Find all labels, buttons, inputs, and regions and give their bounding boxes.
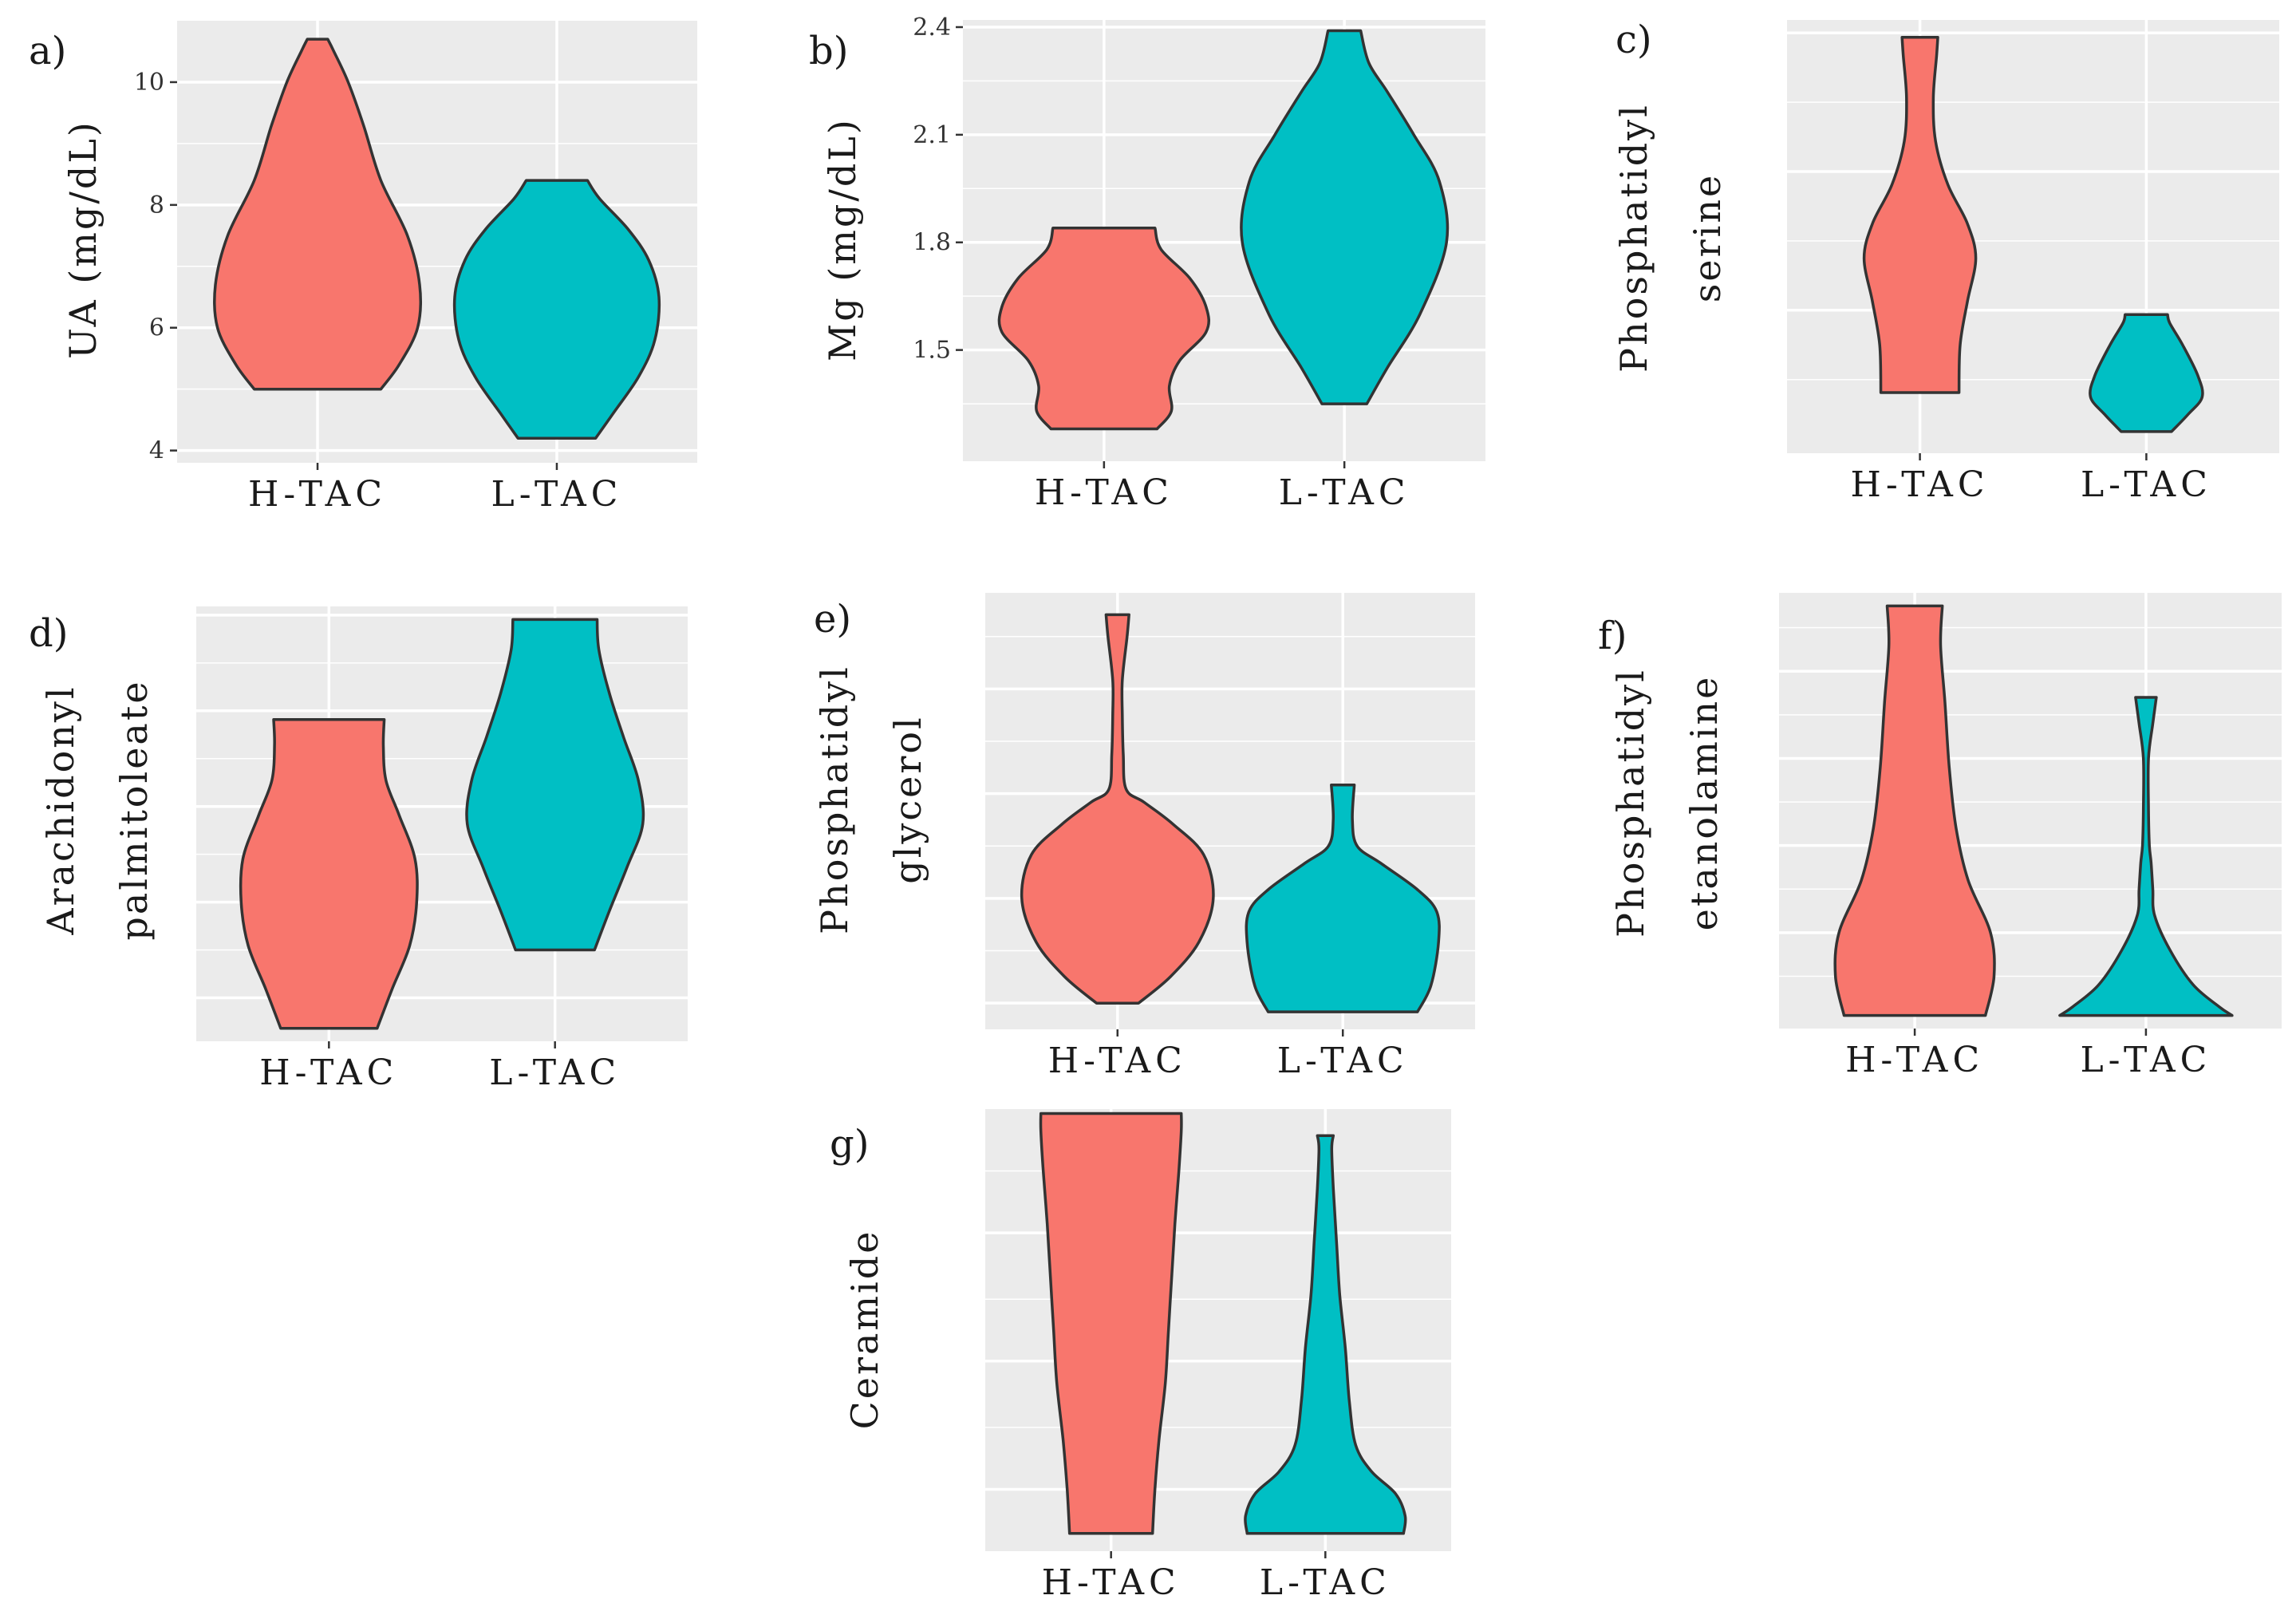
y-axis-label: palmitoleate	[112, 679, 156, 940]
y-tick-label: 1.8	[913, 229, 951, 257]
y-tick-label: 4	[149, 437, 164, 465]
violin-l-tac	[1244, 1134, 1407, 1535]
violin-l-tac	[2058, 696, 2234, 1017]
violin-l-tac	[1240, 29, 1450, 405]
panel-letter: g)	[830, 1122, 869, 1167]
y-axis-label: glycerol	[886, 715, 929, 884]
x-tick-label: H-TAC	[1042, 1562, 1181, 1603]
y-tick-label: 2.1	[913, 121, 951, 149]
panel-letter: e)	[814, 597, 851, 642]
y-axis-label: Phosphatidyl	[1609, 668, 1652, 938]
x-tick-label: L-TAC	[1260, 1562, 1391, 1603]
violin-h-tac	[1039, 1112, 1183, 1535]
y-tick-label: 1.5	[913, 337, 951, 365]
panel-d: H-TAC L-TAC Arachidonyl palmitoleate d)	[29, 606, 688, 1093]
y-axis-label: Phosphatidyl	[813, 665, 856, 934]
x-tick-label: H-TAC	[1048, 1040, 1187, 1081]
panel-b: H-TAC L-TAC 1.5 1.8 2.1 2.4 Mg (mg/dL) b)	[809, 14, 1485, 513]
y-axis-label: etanolamine	[1683, 675, 1726, 931]
panel-letter: f)	[1598, 614, 1627, 658]
y-tick-label: 6	[149, 314, 164, 342]
panel-a: H-TAC L-TAC 4 6 8 10 UA (mg/dL) a)	[29, 21, 697, 515]
x-tick-label: H-TAC	[1851, 464, 1990, 505]
x-tick-label: H-TAC	[259, 1052, 398, 1093]
y-axis-label: Mg (mg/dL)	[821, 117, 864, 361]
panel-letter: b)	[809, 29, 848, 73]
x-tick-label: L-TAC	[2081, 464, 2212, 505]
violin-h-tac	[1862, 35, 1978, 394]
x-tick-label: L-TAC	[489, 1052, 621, 1093]
y-axis-label: serine	[1686, 173, 1729, 302]
violin-h-tac	[997, 227, 1210, 431]
violin-l-tac	[465, 618, 645, 952]
violin-h-tac	[213, 38, 423, 391]
panel-letter: a)	[29, 29, 66, 73]
panel-letter: d)	[29, 611, 68, 656]
panel-background	[1787, 20, 2279, 453]
y-axis-label: Arachidonyl	[39, 685, 82, 935]
y-axis-label: UA (mg/dL)	[61, 120, 105, 359]
y-tick-label: 10	[134, 69, 164, 97]
violin-l-tac	[452, 179, 661, 440]
violin-h-tac	[239, 717, 419, 1030]
y-tick-label: 2.4	[913, 14, 951, 41]
x-tick-label: H-TAC	[1035, 472, 1174, 513]
y-axis-label: Phosphatidyl	[1612, 103, 1655, 373]
x-tick-label: L-TAC	[1279, 472, 1410, 513]
panel-letter: c)	[1615, 18, 1652, 62]
panel-g: H-TAC L-TAC Ceramide g)	[830, 1109, 1451, 1603]
panel-f: H-TAC L-TAC Phosphatidyl etanolamine f)	[1598, 593, 2282, 1080]
violin-l-tac	[1245, 783, 1441, 1013]
x-tick-label: L-TAC	[2080, 1040, 2211, 1080]
x-tick-label: L-TAC	[1277, 1040, 1409, 1081]
x-tick-label: H-TAC	[248, 474, 387, 515]
violin-h-tac	[1020, 613, 1215, 1005]
y-axis-label: Ceramide	[843, 1230, 886, 1430]
panel-e: H-TAC L-TAC Phosphatidyl glycerol e)	[813, 593, 1475, 1081]
x-tick-label: H-TAC	[1845, 1040, 1984, 1080]
violin-h-tac	[1833, 604, 1996, 1017]
x-tick-label: L-TAC	[491, 474, 623, 515]
y-tick-label: 8	[149, 192, 164, 219]
violin-l-tac	[2089, 313, 2204, 433]
panel-c: H-TAC L-TAC Phosphatidyl serine c)	[1612, 18, 2279, 505]
